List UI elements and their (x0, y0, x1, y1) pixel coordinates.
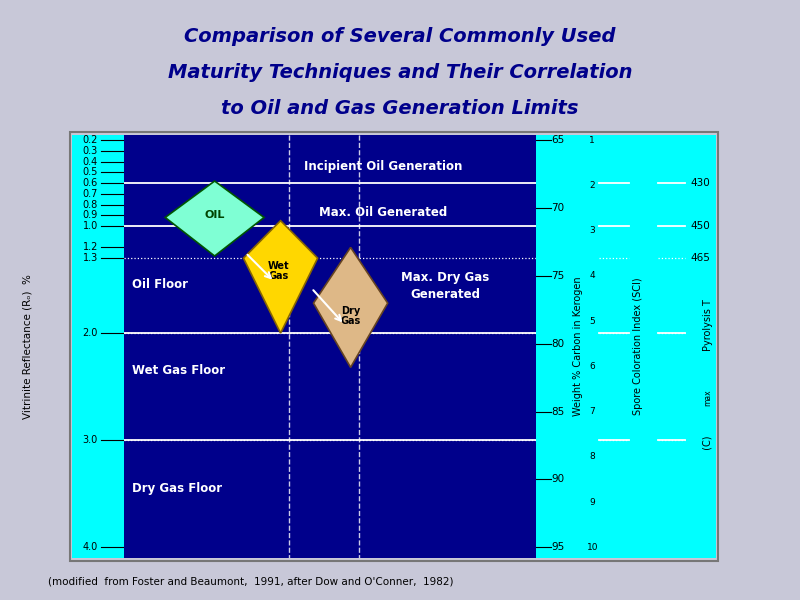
Text: 0.2: 0.2 (82, 136, 98, 145)
Text: 0.7: 0.7 (82, 189, 98, 199)
Text: Maturity Techniques and Their Correlation: Maturity Techniques and Their Correlatio… (168, 63, 632, 82)
Text: 0.3: 0.3 (82, 146, 98, 156)
Text: Wet Gas Floor: Wet Gas Floor (132, 364, 226, 377)
Text: 1.3: 1.3 (82, 253, 98, 263)
Text: Comparison of Several Commonly Used: Comparison of Several Commonly Used (184, 27, 616, 46)
Text: Incipient Oil Generation: Incipient Oil Generation (304, 160, 462, 173)
FancyBboxPatch shape (658, 0, 686, 135)
Text: Pyrolysis T: Pyrolysis T (703, 299, 713, 351)
Text: (C): (C) (703, 435, 713, 452)
Text: Max. Dry Gas: Max. Dry Gas (402, 271, 490, 284)
Text: Wet
Gas: Wet Gas (268, 260, 290, 281)
Text: 1: 1 (590, 136, 595, 145)
Text: 0.9: 0.9 (82, 211, 98, 220)
Text: 80: 80 (551, 339, 565, 349)
Text: 2.0: 2.0 (82, 328, 98, 338)
FancyBboxPatch shape (599, 0, 629, 135)
Text: Vitrinite Reflectance (Rₒ)  %: Vitrinite Reflectance (Rₒ) % (23, 274, 33, 419)
Text: 70: 70 (551, 203, 565, 213)
Text: 0.8: 0.8 (82, 200, 98, 209)
Text: 1.0: 1.0 (82, 221, 98, 231)
Text: (modified  from Foster and Beaumont,  1991, after Dow and O'Conner,  1982): (modified from Foster and Beaumont, 1991… (48, 577, 454, 587)
Text: 75: 75 (551, 271, 565, 281)
Polygon shape (314, 247, 388, 367)
Text: 90: 90 (551, 475, 565, 484)
Text: Weight % Carbon in Kerogen: Weight % Carbon in Kerogen (573, 277, 583, 416)
Text: 95: 95 (551, 542, 565, 552)
Text: 7: 7 (590, 407, 595, 416)
Text: 10: 10 (586, 543, 598, 552)
Text: 4: 4 (590, 271, 595, 280)
Text: 65: 65 (551, 136, 565, 145)
Text: 0.6: 0.6 (82, 178, 98, 188)
Text: 8: 8 (590, 452, 595, 461)
Text: Max. Oil Generated: Max. Oil Generated (319, 206, 448, 218)
Text: 5: 5 (590, 317, 595, 326)
Text: 430: 430 (690, 178, 710, 188)
Text: 9: 9 (590, 497, 595, 506)
Text: Oil Floor: Oil Floor (132, 278, 188, 292)
Text: OIL: OIL (205, 211, 225, 220)
Text: 4.0: 4.0 (82, 542, 98, 552)
Text: 2: 2 (590, 181, 595, 190)
Text: 0.4: 0.4 (82, 157, 98, 167)
Text: 85: 85 (551, 407, 565, 416)
Text: 0.5: 0.5 (82, 167, 98, 178)
Text: 3.0: 3.0 (82, 435, 98, 445)
Text: 465: 465 (690, 253, 710, 263)
Text: Dry
Gas: Dry Gas (341, 305, 361, 326)
Text: 3: 3 (590, 226, 595, 235)
Text: to Oil and Gas Generation Limits: to Oil and Gas Generation Limits (222, 99, 578, 118)
Text: 1.2: 1.2 (82, 242, 98, 253)
Text: Generated: Generated (410, 288, 480, 301)
Text: 6: 6 (590, 362, 595, 371)
Polygon shape (243, 221, 318, 333)
Polygon shape (165, 181, 264, 256)
Text: Spore Coloration Index (SCI): Spore Coloration Index (SCI) (633, 278, 643, 415)
Text: max: max (703, 389, 712, 406)
Text: Dry Gas Floor: Dry Gas Floor (132, 482, 222, 495)
Text: 450: 450 (690, 221, 710, 231)
